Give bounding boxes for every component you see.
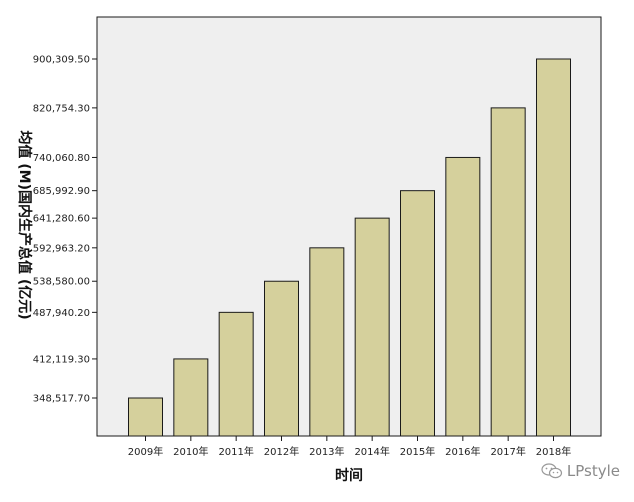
x-tick-label: 2014年 — [354, 445, 389, 458]
x-axis-ticks: 2009年 2010年 2011年 2012年 2013年 2014年 2015年 2016年… — [128, 436, 571, 458]
x-tick-label: 2018年 — [536, 445, 571, 458]
y-tick-label: 412,119.30 — [33, 354, 90, 365]
y-tick-label: 487,940.20 — [33, 308, 90, 319]
x-tick-label: 2017年 — [490, 445, 525, 458]
watermark-text: LPstyle — [566, 462, 620, 480]
y-tick-label: 592,963.20 — [33, 243, 90, 254]
x-tick-label: 2013年 — [309, 445, 344, 458]
bar — [400, 190, 435, 437]
bar — [218, 311, 254, 437]
y-axis-title: 均值 (M)国内生产总值 (亿元) — [16, 130, 33, 319]
bar — [445, 156, 481, 437]
x-tick-label: 2009年 — [128, 445, 163, 458]
x-axis-title: 时间 — [335, 467, 363, 484]
bar — [173, 358, 209, 437]
y-tick-label: 740,060.80 — [33, 153, 90, 164]
y-axis-ticks: 348,517.70 412,119.30 487,940.20 538,580.00… — [33, 55, 97, 405]
bar — [128, 397, 163, 437]
y-tick-label: 348,517.70 — [33, 394, 90, 405]
y-tick-label: 538,580.00 — [33, 277, 90, 288]
bar — [536, 58, 571, 437]
wechat-icon — [541, 463, 562, 479]
bar — [354, 217, 390, 437]
x-tick-label: 2011年 — [218, 445, 253, 458]
y-tick-label: 685,992.90 — [33, 186, 90, 197]
bar — [264, 280, 299, 437]
x-tick-label: 2010年 — [173, 445, 208, 458]
x-tick-label: 2016年 — [445, 445, 480, 458]
x-tick-label: 2012年 — [264, 445, 299, 458]
y-tick-label: 820,754.30 — [33, 103, 90, 114]
y-tick-label: 900,309.50 — [33, 55, 90, 66]
x-tick-label: 2015年 — [400, 445, 435, 458]
bar — [309, 247, 345, 437]
bar — [490, 107, 526, 437]
y-tick-label: 641,280.60 — [33, 214, 90, 225]
watermark: LPstyle — [541, 462, 620, 480]
